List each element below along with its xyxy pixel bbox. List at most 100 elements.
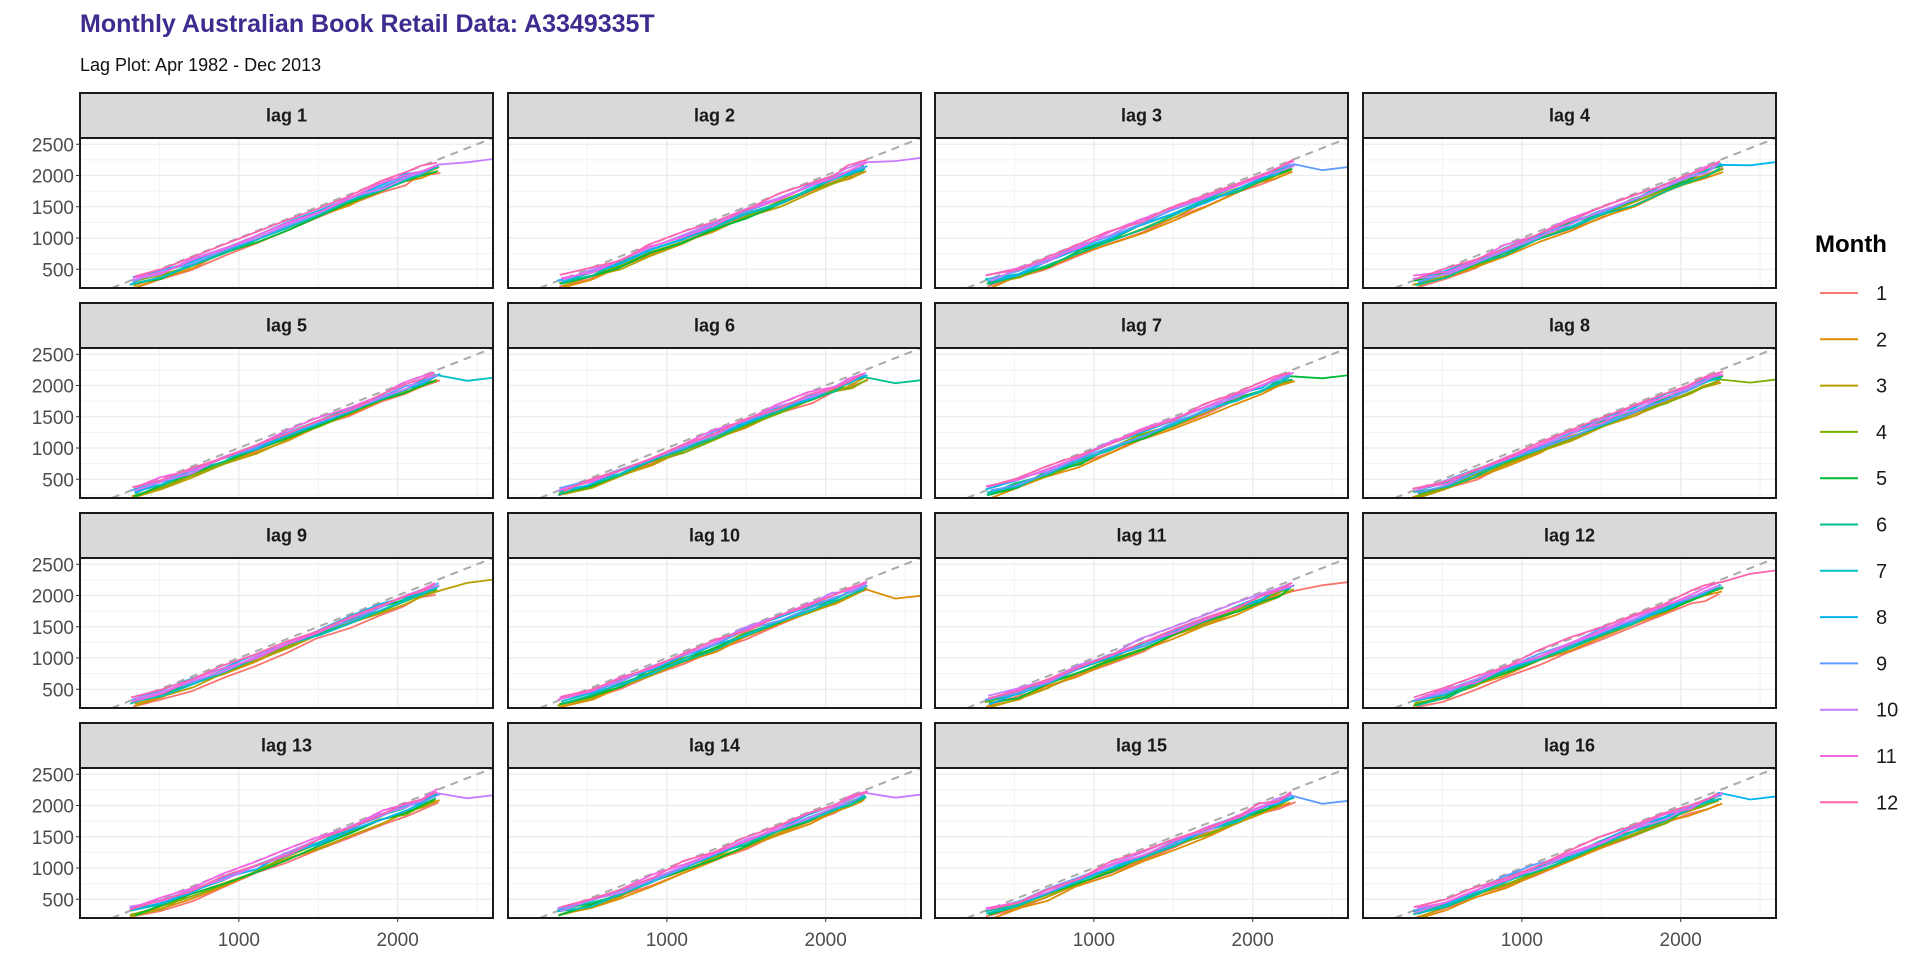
- panel-border: [1362, 347, 1777, 499]
- reference-line: [1394, 138, 1776, 288]
- facet-strip-label: lag 11: [1116, 526, 1166, 546]
- series-line-month-11: [1416, 791, 1724, 909]
- facet-panel: lag 9 500 1000 1500 2000 2500: [32, 512, 494, 709]
- series-line-month-12: [129, 790, 438, 911]
- plot-background: [1363, 138, 1776, 288]
- panel-border: [79, 347, 494, 499]
- chart-title: Monthly Australian Book Retail Data: A33…: [80, 10, 655, 38]
- plot-background: [80, 348, 493, 498]
- series-line-month-6: [1415, 167, 1721, 286]
- series-line-month-5: [988, 586, 1292, 704]
- legend-label: 12: [1876, 792, 1898, 814]
- series-line-month-12: [135, 161, 438, 277]
- facet-panel: lag 1 500 1000 1500 2000 2500: [32, 92, 494, 289]
- facet-strip: [507, 512, 922, 559]
- reference-line: [1394, 768, 1776, 918]
- facet-strip: [934, 722, 1349, 769]
- reference-line: [966, 558, 1348, 708]
- x-tick-label: 1000: [218, 930, 260, 951]
- y-tick-label: 1000: [32, 649, 74, 670]
- y-tick-label: 1000: [32, 859, 74, 880]
- panel-border: [1362, 767, 1777, 919]
- x-tick-label: 1000: [1073, 930, 1115, 951]
- facet-panel: lag 7: [934, 302, 1349, 499]
- reference-line: [966, 138, 1348, 288]
- y-tick-label: 2500: [32, 345, 74, 366]
- legend-label: 9: [1876, 653, 1887, 675]
- plot-background: [935, 348, 1348, 498]
- facet-panel: lag 12: [1362, 512, 1777, 709]
- facet-panel: lag 14 1000 2000: [507, 722, 922, 951]
- plot-data: [1394, 558, 1776, 708]
- facet-strip-label: lag 14: [689, 736, 740, 756]
- plot-background: [1363, 768, 1776, 918]
- panel-border: [79, 557, 494, 709]
- series-line-month-12: [132, 372, 435, 489]
- facet-strip-label: lag 12: [1544, 526, 1595, 546]
- reference-line: [539, 558, 921, 708]
- y-tick-label: 1000: [32, 229, 74, 250]
- series-line-month-12: [130, 582, 436, 699]
- plot-data: [1394, 768, 1776, 918]
- series-line-month-1: [132, 801, 439, 918]
- facet-panel: lag 8: [1362, 302, 1777, 499]
- reference-line: [111, 558, 493, 708]
- plot-data: [966, 348, 1348, 498]
- legend-label: 8: [1876, 607, 1887, 629]
- facet-strip-label: lag 13: [261, 736, 312, 756]
- y-tick-label: 1500: [32, 198, 74, 219]
- reference-line: [539, 768, 921, 918]
- y-tick-label: 2500: [32, 765, 74, 786]
- series-line-month-7: [131, 586, 438, 703]
- chart-subtitle: Lag Plot: Apr 1982 - Dec 2013: [80, 55, 322, 75]
- facet-strip-label: lag 2: [694, 106, 735, 126]
- reference-line: [1394, 348, 1776, 498]
- y-tick-label: 1500: [32, 618, 74, 639]
- facet-panel: lag 4: [1362, 92, 1777, 289]
- series-line-month-12: [1413, 569, 1776, 699]
- series-line-month-12: [1415, 160, 1721, 280]
- facet-strip: [934, 512, 1349, 559]
- facet-strip-label: lag 10: [689, 526, 740, 546]
- series-line-month-2: [1417, 802, 1723, 918]
- series-line-month-2: [991, 801, 1291, 918]
- legend-label: 11: [1876, 746, 1897, 768]
- facet-strip-label: lag 15: [1116, 736, 1167, 756]
- panel-border: [79, 767, 494, 919]
- series-line-month-12: [989, 791, 1292, 910]
- facet-strip-label: lag 7: [1121, 316, 1162, 336]
- plot-background: [935, 768, 1348, 918]
- plot-data: [539, 558, 921, 708]
- series-line-month-12: [1413, 792, 1719, 908]
- x-tick-label: 2000: [1232, 930, 1274, 951]
- legend-label: 10: [1876, 700, 1898, 722]
- plot-data: [111, 348, 493, 498]
- series-line-month-1: [132, 593, 436, 708]
- reference-line: [111, 348, 493, 498]
- plot-background: [80, 138, 493, 288]
- plot-data: [539, 348, 921, 498]
- facet-strip: [79, 512, 494, 559]
- series-line-month-12: [560, 582, 866, 698]
- series-line-month-11: [985, 371, 1294, 488]
- panel-border: [507, 557, 922, 709]
- series-line-month-12: [988, 372, 1290, 488]
- plot-data: [1394, 348, 1776, 498]
- y-tick-label: 500: [42, 470, 74, 491]
- facet-strip-label: lag 1: [266, 106, 307, 126]
- series-line-month-12: [1413, 370, 1724, 490]
- reference-line: [539, 348, 921, 498]
- y-tick-label: 2500: [32, 555, 74, 576]
- y-tick-label: 1500: [32, 408, 74, 429]
- plot-background: [508, 558, 921, 708]
- plot-background: [508, 768, 921, 918]
- plot-background: [1363, 348, 1776, 498]
- x-tick-label: 2000: [377, 930, 419, 951]
- facet-strip: [1362, 92, 1777, 139]
- legend-label: 5: [1876, 468, 1887, 490]
- x-tick-label: 2000: [1660, 930, 1702, 951]
- series-line-month-10: [1412, 163, 1719, 280]
- legend-title: Month: [1815, 231, 1887, 258]
- plot-background: [80, 558, 493, 708]
